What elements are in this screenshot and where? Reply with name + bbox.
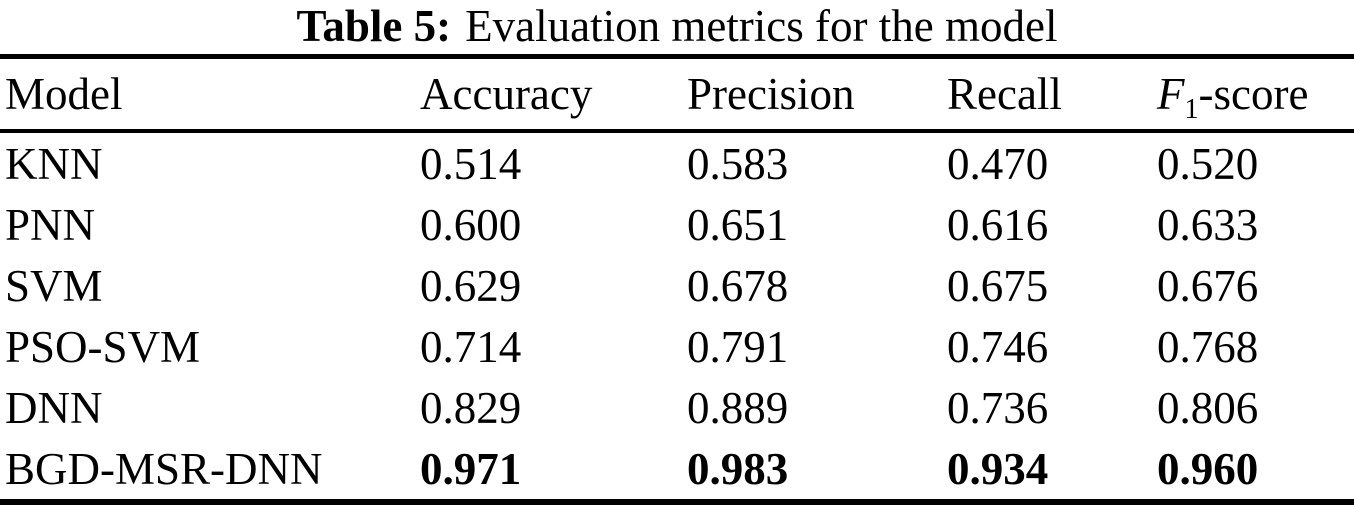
table-row-pso-svm: PSO-SVM 0.714 0.791 0.746 0.768 xyxy=(0,316,1354,377)
table-row-dnn: DNN 0.829 0.889 0.736 0.806 xyxy=(0,377,1354,438)
precision-cell: 0.678 xyxy=(687,260,789,311)
model-name-cell: KNN xyxy=(5,138,103,189)
f1-score-cell: 0.520 xyxy=(1157,138,1259,189)
precision-cell: 0.651 xyxy=(687,199,789,250)
f1-score-cell: 0.676 xyxy=(1157,260,1259,311)
table-row-knn: KNN 0.514 0.583 0.470 0.520 xyxy=(0,131,1354,194)
accuracy-cell: 0.829 xyxy=(420,382,522,433)
header-row: Model Accuracy Precision Recall F1-score xyxy=(0,56,1354,133)
column-header-accuracy: Accuracy xyxy=(420,56,687,133)
accuracy-cell: 0.629 xyxy=(420,260,522,311)
f1-suffix: -score xyxy=(1198,69,1309,119)
column-header-model: Model xyxy=(0,56,420,133)
table-caption: Table 5: Evaluation metrics for the model xyxy=(0,0,1354,51)
precision-cell: 0.791 xyxy=(687,321,789,372)
table-row-pnn: PNN 0.600 0.651 0.616 0.633 xyxy=(0,194,1354,255)
precision-cell: 0.983 xyxy=(687,443,789,494)
f1-score-cell: 0.768 xyxy=(1157,321,1259,372)
recall-cell: 0.934 xyxy=(947,443,1049,494)
model-name-cell: SVM xyxy=(5,260,103,311)
model-name-cell: BGD-MSR-DNN xyxy=(5,443,323,494)
recall-cell: 0.736 xyxy=(947,382,1049,433)
table-caption-text: Evaluation metrics for the model xyxy=(465,1,1058,51)
column-header-recall: Recall xyxy=(947,56,1157,133)
table-row-bgd-msr-dnn: BGD-MSR-DNN 0.971 0.983 0.934 0.960 xyxy=(0,438,1354,502)
accuracy-cell: 0.714 xyxy=(420,321,522,372)
column-header-f1-score: F1-score xyxy=(1157,56,1354,133)
f1-letter: F xyxy=(1157,69,1185,119)
column-header-precision: Precision xyxy=(687,56,947,133)
table-row-svm: SVM 0.629 0.678 0.675 0.676 xyxy=(0,255,1354,316)
recall-cell: 0.675 xyxy=(947,260,1049,311)
evaluation-metrics-table: Model Accuracy Precision Recall F1-score… xyxy=(0,54,1354,505)
model-name-cell: PSO-SVM xyxy=(5,321,201,372)
f1-subscript: 1 xyxy=(1184,94,1199,125)
precision-cell: 0.583 xyxy=(687,138,789,189)
accuracy-cell: 0.600 xyxy=(420,199,522,250)
recall-cell: 0.470 xyxy=(947,138,1049,189)
precision-cell: 0.889 xyxy=(687,382,789,433)
f1-score-cell: 0.960 xyxy=(1157,443,1259,494)
recall-cell: 0.746 xyxy=(947,321,1049,372)
accuracy-cell: 0.514 xyxy=(420,138,522,189)
f1-score-cell: 0.633 xyxy=(1157,199,1259,250)
table-caption-label: Table 5: xyxy=(296,1,452,51)
recall-cell: 0.616 xyxy=(947,199,1049,250)
accuracy-cell: 0.971 xyxy=(420,443,522,494)
model-name-cell: PNN xyxy=(5,199,96,250)
f1-score-cell: 0.806 xyxy=(1157,382,1259,433)
model-name-cell: DNN xyxy=(5,382,103,433)
